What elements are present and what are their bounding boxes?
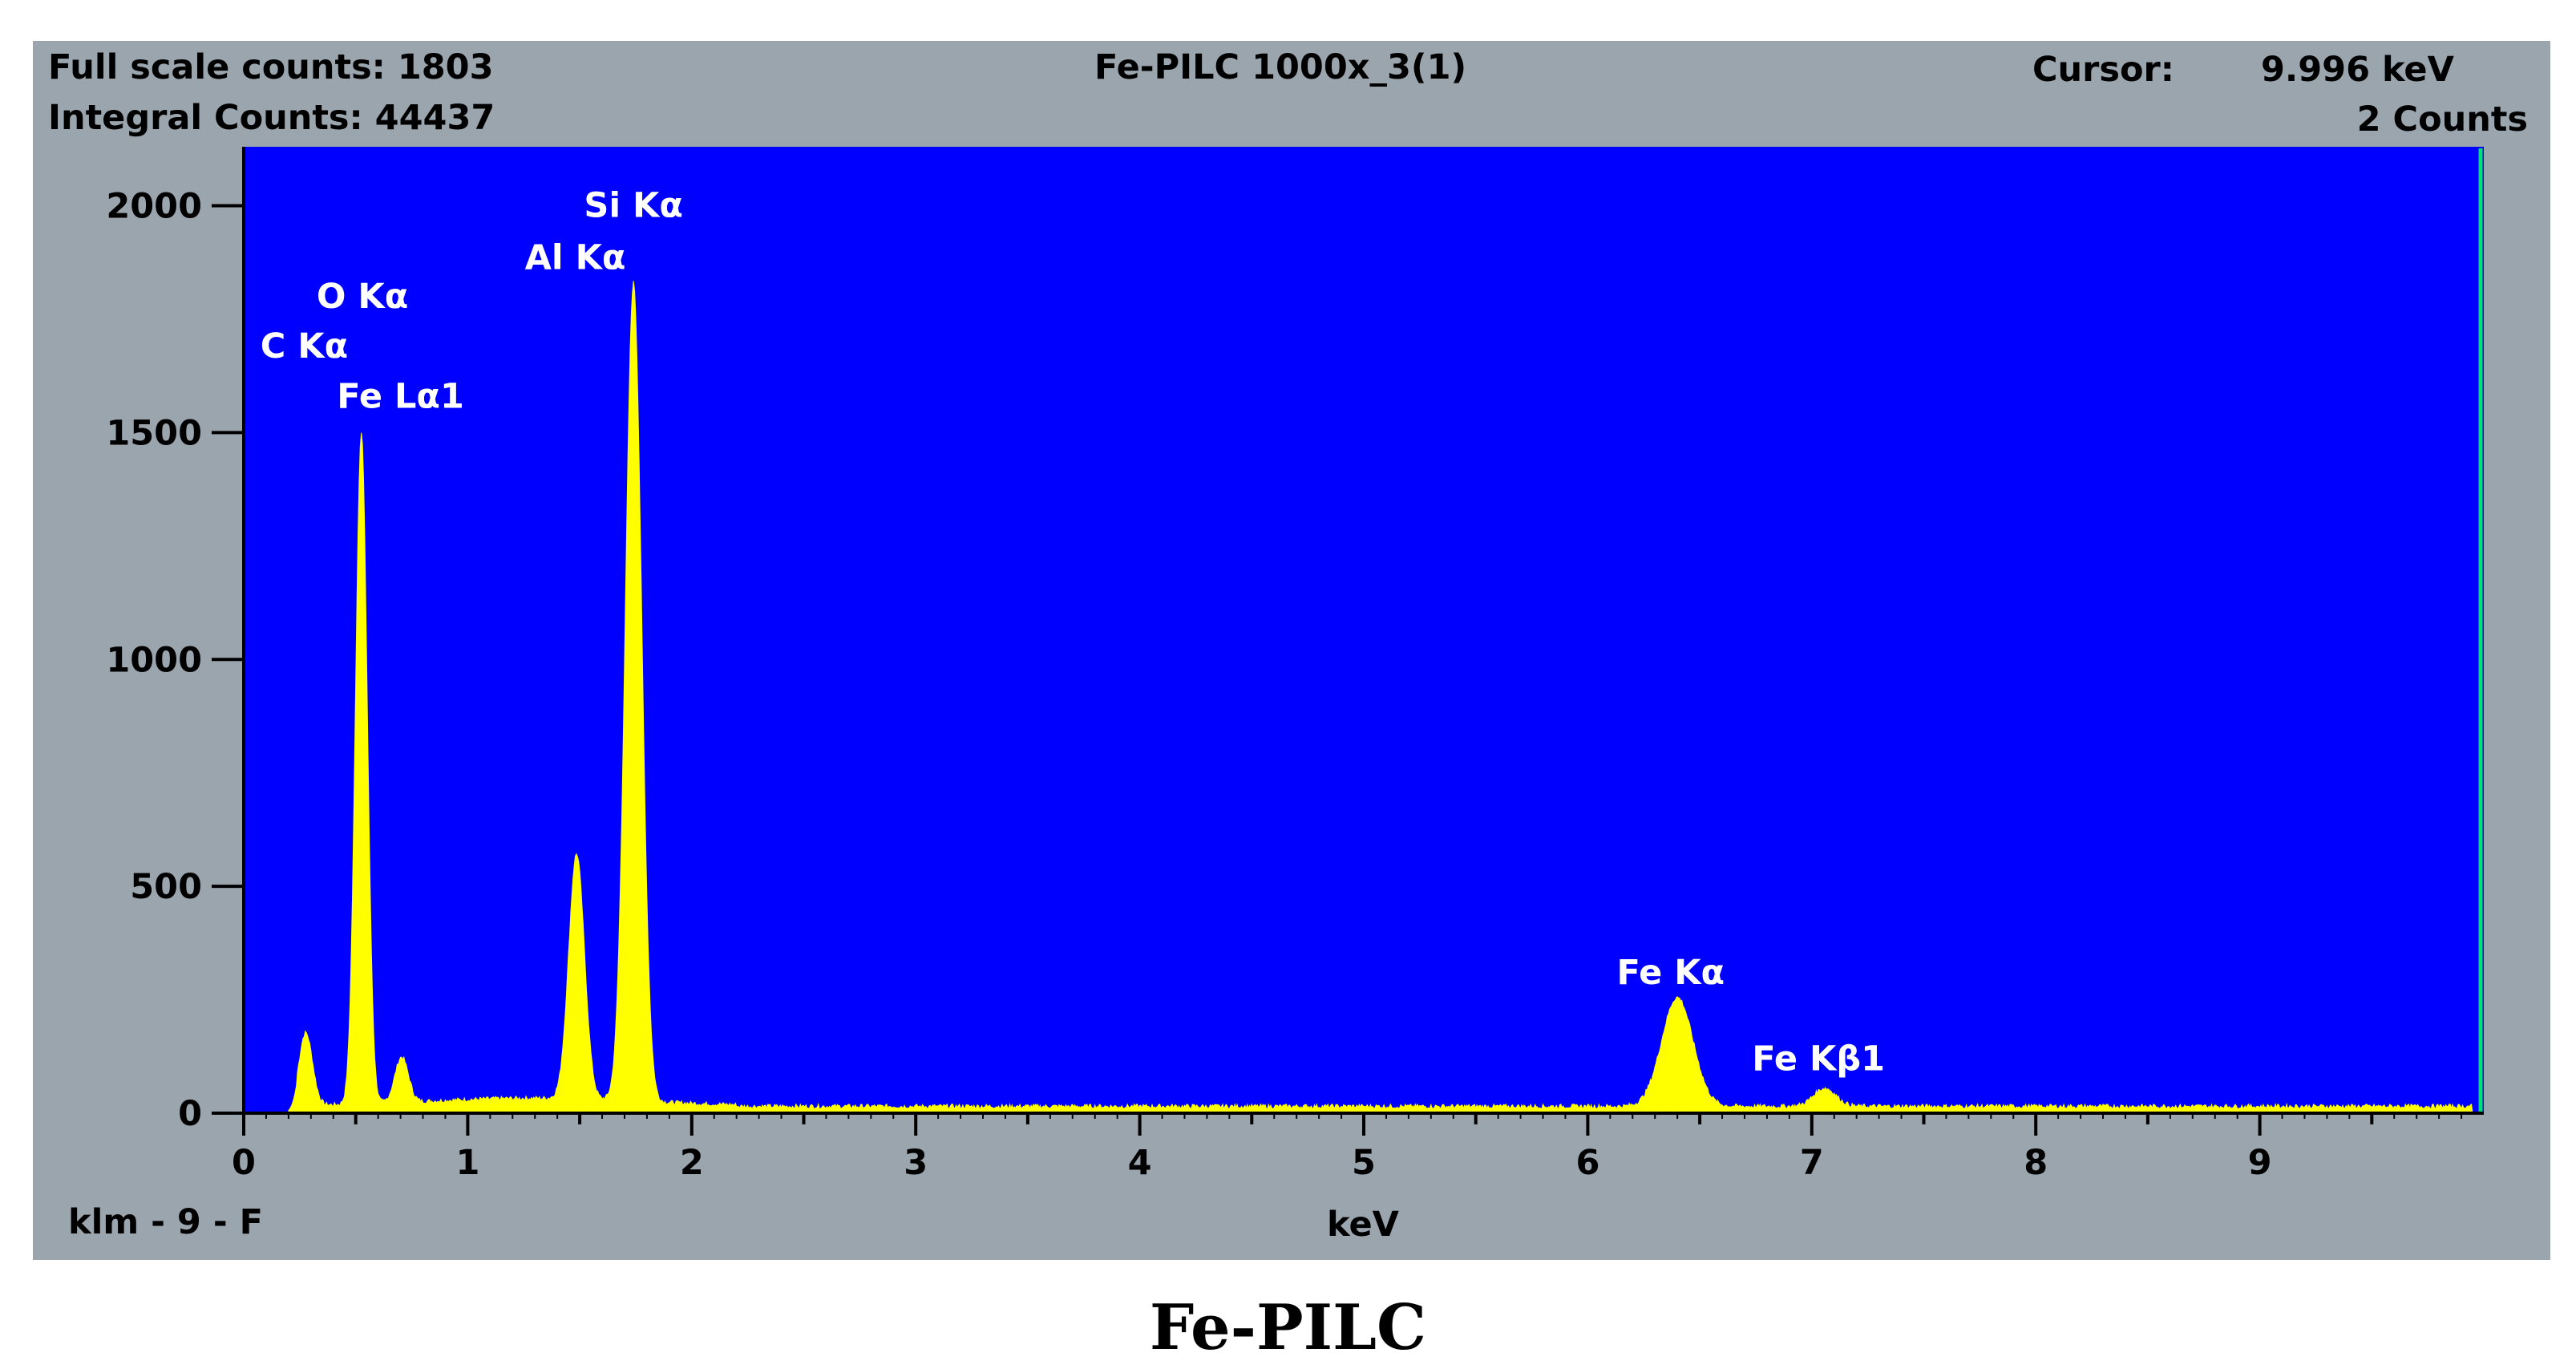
cursor-value: 9.996 keV <box>2261 50 2454 90</box>
full-scale-counts: Full scale counts: 1803 <box>48 47 494 87</box>
y-tick-label: 1500 <box>106 413 202 453</box>
cursor-counts: 2 Counts <box>2356 99 2528 140</box>
peak-label: C Kα <box>261 326 348 367</box>
figure-caption: Fe-PILC <box>1149 1291 1427 1364</box>
peak-label: O Kα <box>317 277 408 317</box>
peak-label: Fe Kβ1 <box>1752 1039 1885 1079</box>
y-tick-label: 500 <box>130 867 202 907</box>
peak-label: Fe Lα1 <box>337 376 464 416</box>
cursor-label: Cursor: <box>2032 50 2174 90</box>
integral-counts: Integral Counts: 44437 <box>48 98 495 138</box>
x-tick-label: 3 <box>904 1143 928 1183</box>
x-tick-label: 1 <box>455 1143 479 1183</box>
x-tick-label: 7 <box>1800 1143 1824 1183</box>
peak-label: Fe Kα <box>1616 953 1725 993</box>
x-tick-label: 6 <box>1575 1143 1599 1183</box>
x-tick-label: 2 <box>680 1143 704 1183</box>
x-tick-label: 4 <box>1128 1143 1152 1183</box>
x-tick-label: 9 <box>2248 1143 2272 1183</box>
x-tick-label: 5 <box>1352 1143 1376 1183</box>
spectrum-series <box>288 281 2473 1114</box>
x-axis-label: keV <box>1327 1205 1400 1245</box>
sample-title: Fe-PILC 1000x_3(1) <box>1094 47 1467 87</box>
peak-label: Si Kα <box>584 186 683 226</box>
x-tick-label: 0 <box>232 1143 256 1183</box>
y-tick-label: 2000 <box>106 187 202 227</box>
sample-id: klm - 9 - F <box>68 1202 264 1242</box>
chart-axes: 0 500 1000 1500 2000 0 1 2 3 4 5 6 7 8 9 <box>106 147 2484 1183</box>
peak-label: Al Kα <box>525 238 626 278</box>
y-tick-label: 1000 <box>106 640 202 680</box>
peak-labels: Si Kα Al Kα O Kα C Kα Fe Lα1 Fe Kα Fe Kβ1 <box>261 186 1885 1079</box>
x-tick-label: 8 <box>2024 1143 2048 1183</box>
plot-area <box>244 147 2484 1113</box>
y-tick-label: 0 <box>178 1094 202 1134</box>
